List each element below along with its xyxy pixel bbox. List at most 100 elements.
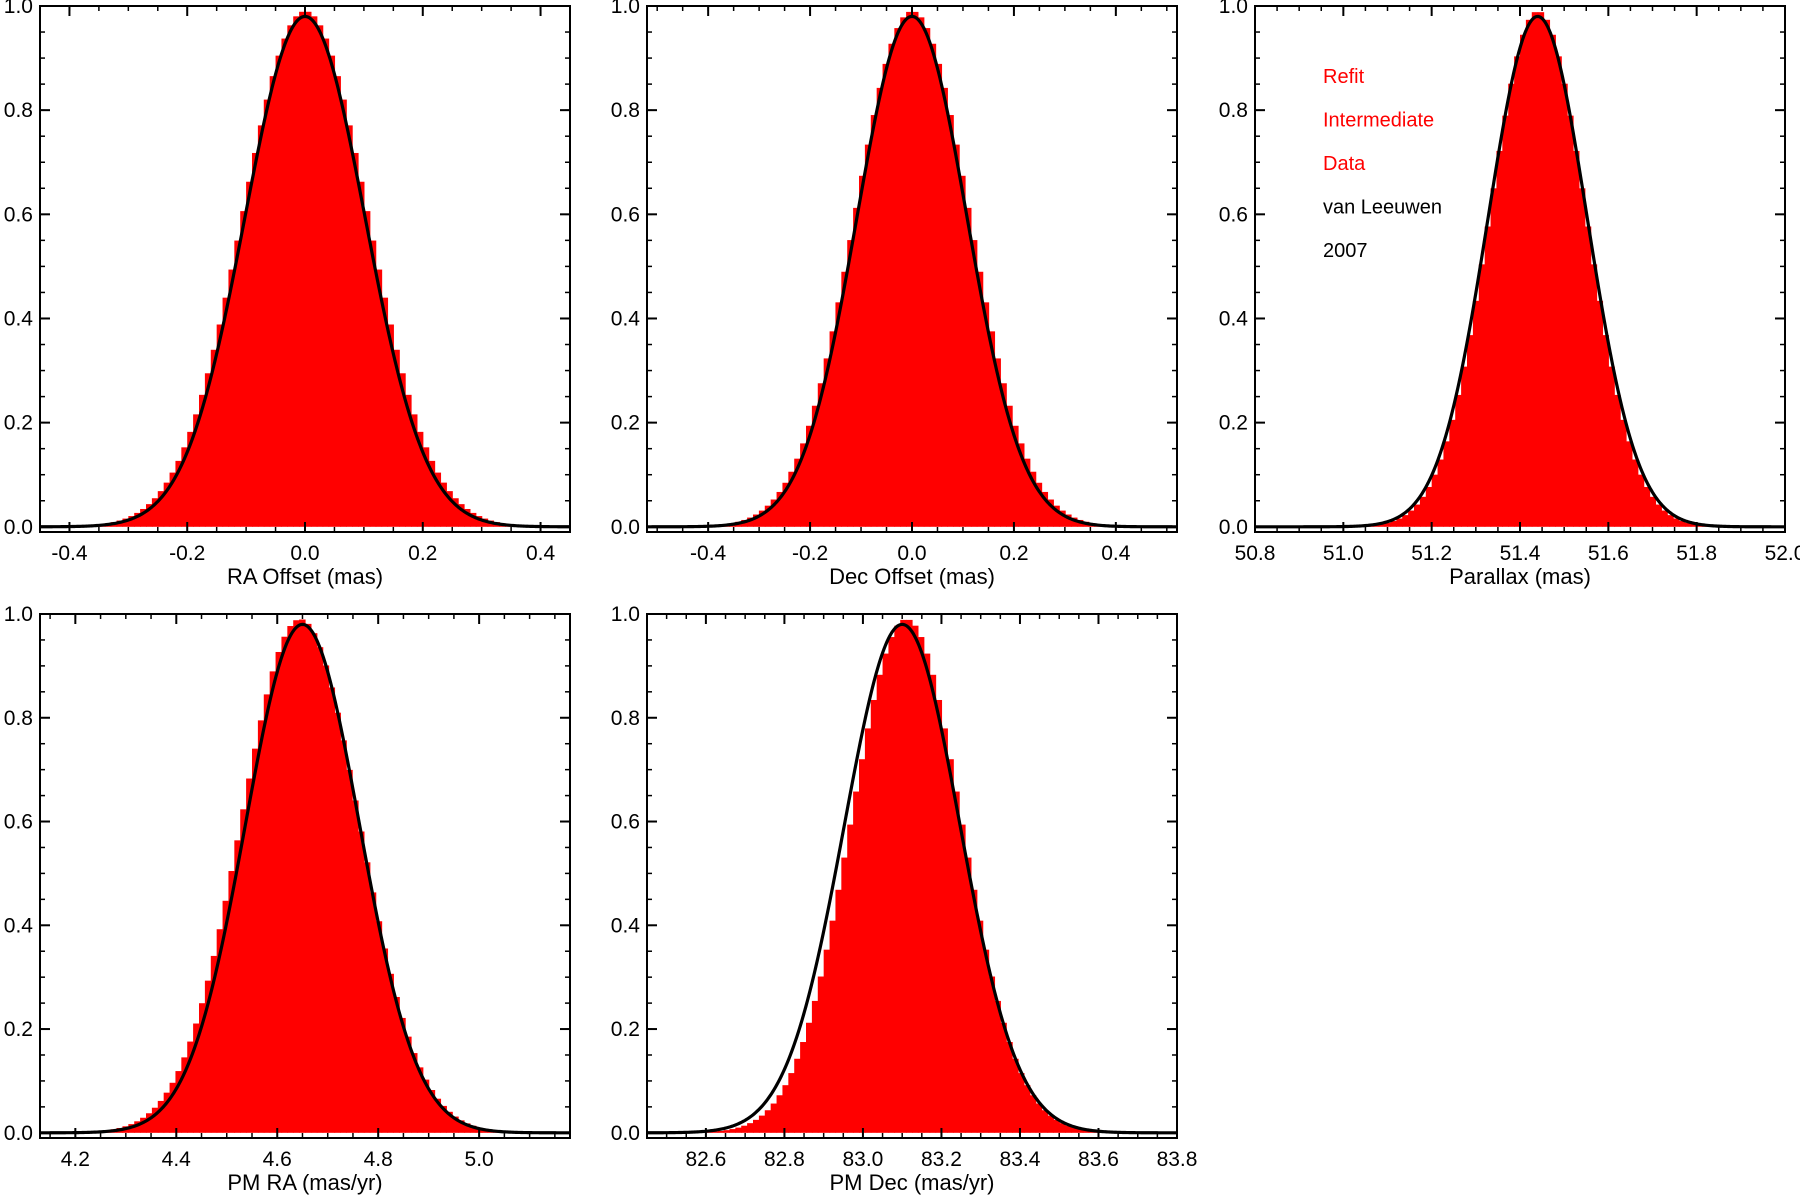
y-tick-label: 0.0 <box>611 516 640 539</box>
histogram-bar <box>1035 1103 1043 1133</box>
y-tick-label: 0.8 <box>611 99 640 122</box>
histogram-bar <box>246 181 253 527</box>
x-tick-label: 0.4 <box>526 542 556 565</box>
histogram-bar <box>405 394 412 527</box>
histogram-bar <box>1673 518 1680 527</box>
histogram-bar <box>411 1053 418 1133</box>
histogram-bar <box>287 25 294 527</box>
histogram-bar <box>328 55 336 527</box>
histogram-bar <box>1608 366 1615 527</box>
histogram-bar <box>853 207 860 527</box>
histogram-bar <box>870 699 878 1133</box>
x-tick-label: 4.6 <box>263 1148 292 1171</box>
histogram-bar <box>811 1000 819 1133</box>
histogram-bar <box>941 87 948 527</box>
histogram-bar <box>1076 1129 1084 1133</box>
histogram-bar <box>1041 1110 1049 1133</box>
histogram-bar <box>1590 264 1598 527</box>
y-tick-label: 0.4 <box>611 914 641 937</box>
histogram-bar <box>770 499 778 527</box>
histogram-bar <box>1402 515 1409 527</box>
histogram-bar <box>405 1036 412 1133</box>
histogram-bar <box>770 1103 778 1133</box>
histogram-bar <box>422 1079 430 1133</box>
x-tick-label: -0.2 <box>792 542 828 565</box>
histogram-bar <box>1478 264 1486 527</box>
y-tick-label: 0.0 <box>4 1122 33 1145</box>
histogram-bar <box>275 55 283 527</box>
histogram-bar <box>1584 226 1592 527</box>
histogram-bar <box>1053 505 1060 527</box>
histogram-bar <box>334 76 341 527</box>
histogram-bar <box>1047 499 1054 527</box>
histogram-bar <box>970 889 978 1133</box>
histogram-bar <box>151 1107 159 1133</box>
histogram <box>705 11 1119 527</box>
histogram-bar <box>411 414 418 527</box>
histogram-bar <box>363 862 371 1133</box>
histogram-bar <box>1065 1125 1072 1133</box>
histogram-bar <box>340 740 347 1133</box>
histogram-bar <box>393 996 400 1133</box>
histogram-bar <box>1484 226 1492 527</box>
histogram-bar <box>216 929 224 1133</box>
histogram-bar <box>358 831 365 1133</box>
x-tick-label: 0.4 <box>1101 542 1131 565</box>
histogram-bar <box>841 271 848 527</box>
legend-entry: Data <box>1323 153 1366 175</box>
histogram-bar <box>1059 510 1066 527</box>
histogram-bar <box>1531 12 1539 527</box>
histogram-bar <box>965 857 972 1133</box>
histogram-bar <box>753 514 760 527</box>
histogram-bar <box>1514 56 1521 527</box>
plot-frame <box>39 613 571 1139</box>
y-tick-label: 1.0 <box>4 603 33 626</box>
histogram-bar <box>800 1042 807 1133</box>
x-tick-label: -0.2 <box>169 542 205 565</box>
histogram-bar <box>352 800 359 1133</box>
histogram-bar <box>917 637 925 1133</box>
histogram-bar <box>175 1071 182 1133</box>
histogram-bar <box>776 491 784 527</box>
histogram-bar <box>204 373 212 527</box>
histogram-bar <box>464 1123 471 1133</box>
legend-entry: van Leeuwen <box>1323 197 1442 219</box>
histogram-bar <box>800 443 807 527</box>
histogram-bar <box>841 857 848 1133</box>
histogram-bar <box>458 1120 465 1133</box>
histogram-bar <box>134 1121 141 1133</box>
histogram-bar <box>982 949 990 1133</box>
x-tick-label: 51.2 <box>1411 542 1452 565</box>
fit-curve <box>40 622 570 1135</box>
legend-entry: Refit <box>1323 66 1365 88</box>
histogram-bar <box>428 1090 436 1133</box>
histogram-bar <box>334 712 341 1133</box>
histogram-bar <box>1449 419 1456 527</box>
histogram-bar <box>346 769 353 1133</box>
histogram-bar <box>1035 482 1043 527</box>
histogram-bar <box>269 671 277 1133</box>
histogram-bar <box>146 1113 153 1133</box>
histogram-bar <box>1431 474 1439 527</box>
histogram-bar <box>835 302 842 527</box>
histogram-bar <box>764 505 772 527</box>
histogram-bar <box>735 1127 742 1133</box>
histogram-bar <box>970 240 978 527</box>
histogram-bar <box>953 791 960 1133</box>
x-tick-label: 0.2 <box>408 542 437 565</box>
y-tick-label: 0.8 <box>4 707 33 730</box>
histogram-bar <box>210 955 218 1133</box>
histogram-bar <box>929 674 937 1133</box>
histogram-bar <box>416 431 424 527</box>
histogram-bar <box>452 498 459 527</box>
histogram-bar <box>1631 459 1639 527</box>
histogram-bar <box>912 11 919 527</box>
histogram-bar <box>428 460 436 527</box>
y-tick-label: 1.0 <box>611 0 640 18</box>
histogram-bar <box>1082 1130 1090 1133</box>
y-tick-label: 0.6 <box>4 811 33 834</box>
y-tick-label: 0.2 <box>611 1018 640 1041</box>
histogram-bar <box>882 63 890 527</box>
histogram-bar <box>322 665 330 1133</box>
histogram-bar <box>263 694 271 1133</box>
